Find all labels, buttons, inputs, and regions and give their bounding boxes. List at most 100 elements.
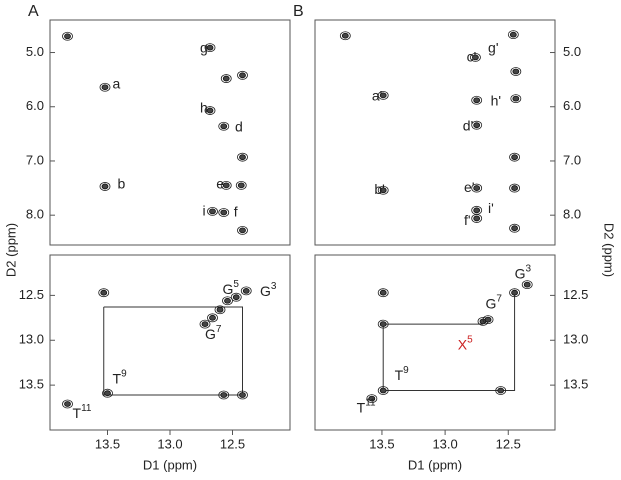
peak	[473, 122, 481, 129]
peak-label-text: h'	[491, 92, 501, 108]
y-tick-label: 13.5	[19, 377, 44, 392]
peak-contour	[204, 106, 216, 115]
peak-contour	[237, 225, 248, 235]
peak-contour	[102, 388, 113, 398]
x-tick-label: 12.5	[220, 436, 245, 451]
peak	[100, 289, 108, 296]
peak-contour	[510, 67, 522, 76]
peak-contour	[366, 394, 378, 403]
peak-label-sup: 9	[403, 365, 409, 376]
peak-contour	[98, 288, 110, 298]
x-tick-label: 13.5	[95, 436, 120, 451]
peak-contour	[235, 180, 247, 190]
peak-contour	[230, 292, 242, 302]
peak-label: c'	[467, 48, 477, 64]
peak-contour	[204, 43, 216, 53]
peak-label-text: i	[203, 202, 206, 218]
y-tick-label: 7.0	[563, 152, 581, 167]
y-tick-label: 7.0	[26, 152, 44, 167]
peak	[239, 72, 246, 79]
panel-label: A	[28, 3, 39, 20]
peak-label-text: T	[113, 370, 122, 386]
peak-contour	[471, 95, 483, 105]
peak-contour	[99, 182, 111, 191]
peak-label: f'	[464, 212, 471, 228]
peak-label-text: f	[234, 203, 238, 219]
panel: 12.513.013.513.5 13.0 12.5D1 (ppm)G5 G3G7T9…	[19, 254, 291, 472]
peak-label-text: b	[118, 175, 126, 191]
peak-contour	[62, 31, 73, 41]
peak-label-text: T	[395, 367, 404, 383]
peak	[497, 387, 505, 394]
peak	[209, 314, 216, 321]
peak-label: a	[113, 75, 121, 91]
peak-contour	[470, 53, 481, 62]
peak-contour	[220, 74, 232, 83]
plot-frame	[49, 19, 291, 246]
peak	[379, 92, 387, 99]
peak-label: G7	[486, 293, 503, 311]
peak-label-text: h	[200, 99, 208, 115]
y-tick-label: 12.5	[19, 287, 44, 302]
peak-label: T9	[395, 365, 410, 383]
peak-label: T9	[113, 368, 128, 386]
peak-label-text: d	[235, 118, 243, 134]
peak-contour	[339, 31, 351, 41]
peak	[239, 227, 246, 234]
peak	[473, 215, 481, 222]
peak-label-text: d'	[463, 117, 473, 133]
peak-label-text: G	[260, 282, 271, 298]
x-axis-label: D1 (ppm)	[143, 457, 197, 472]
peak	[523, 281, 531, 288]
peak-label-text: G	[205, 326, 216, 342]
peak-contour	[471, 214, 483, 223]
peak-label: b'	[374, 181, 384, 197]
peak-label-sup: 9	[121, 368, 127, 379]
peak	[242, 287, 250, 294]
y-tick-label: 5.0	[563, 44, 581, 59]
peak-contour	[471, 120, 483, 130]
peak	[239, 392, 246, 398]
peak-label-sup: 11	[81, 402, 92, 413]
peak-contour	[222, 296, 233, 306]
peak-label-text: f'	[464, 212, 471, 228]
y-tick-label: 13.0	[19, 332, 44, 347]
x-tick-label: 13.5	[369, 436, 394, 451]
peak-contour	[509, 223, 520, 233]
peak-label: X5	[458, 334, 473, 352]
x-tick-label: 12.5	[496, 436, 521, 451]
peak	[64, 401, 71, 407]
peak	[511, 289, 518, 296]
plot-frame	[314, 254, 556, 431]
peak	[511, 225, 518, 232]
peak-label-sup: 5	[233, 279, 239, 290]
peak	[201, 321, 209, 328]
peak-contour	[237, 390, 248, 400]
peak-label: i'	[488, 200, 494, 216]
y-tick-label: 6.0	[563, 98, 581, 113]
peak	[220, 209, 228, 216]
peak	[64, 33, 71, 40]
panel: A 5.0 6.0 7.0 8.0 D2 (ppm) a b g h d ei f	[3, 3, 291, 277]
peak-label: G3	[515, 263, 532, 281]
peak-contour	[218, 121, 230, 131]
peak	[101, 183, 109, 190]
y-axis-label: D2 (ppm)	[3, 223, 18, 277]
y-tick-label: 13.0	[563, 332, 588, 347]
peak-label: f	[234, 203, 238, 219]
peak-contour	[218, 390, 230, 400]
peak-contour	[207, 206, 218, 216]
peak-label-text: g'	[488, 39, 498, 55]
peak-contour	[377, 386, 389, 395]
peak-contour	[237, 152, 248, 162]
peak-label-text: a	[113, 75, 121, 91]
peak-label-text: e'	[464, 179, 474, 195]
peak	[484, 316, 492, 323]
peak-contour	[510, 94, 522, 104]
peak-contour	[377, 90, 389, 100]
peak	[368, 395, 376, 402]
peak-contour	[495, 386, 507, 395]
peak-label-text: e	[216, 175, 224, 191]
y-tick-label: 12.5	[563, 287, 588, 302]
